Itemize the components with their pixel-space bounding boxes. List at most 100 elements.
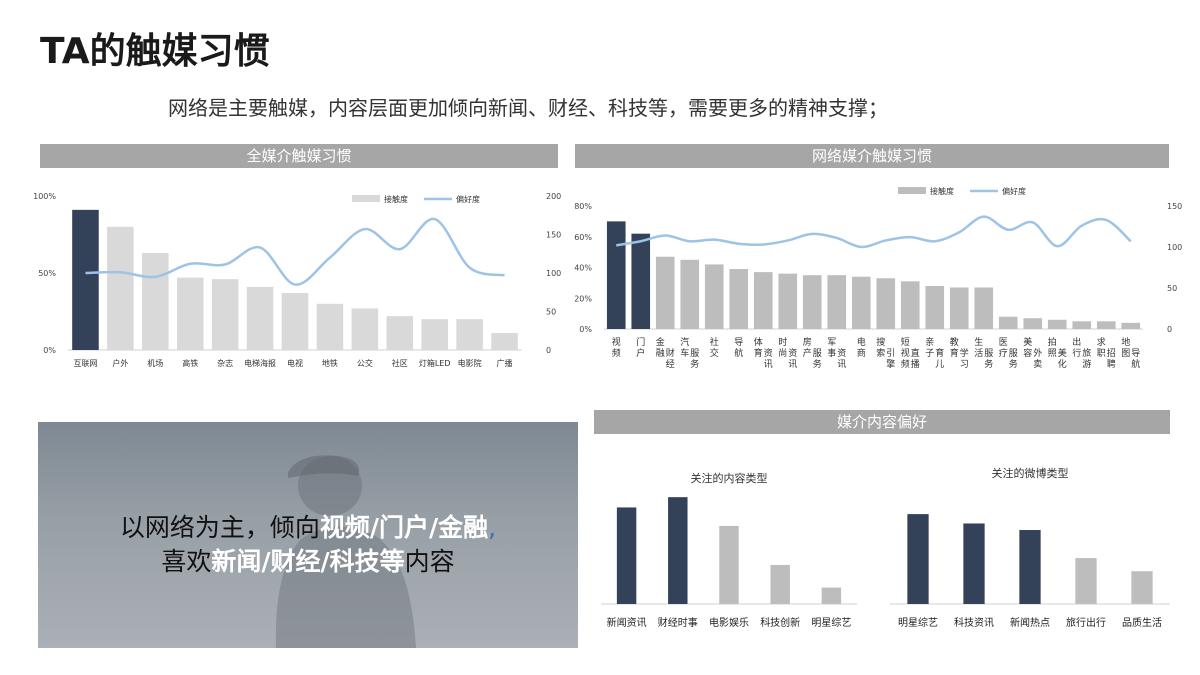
net-media-bar	[1023, 318, 1043, 329]
all-media-legend-bar-swatch	[352, 195, 380, 202]
net-media-category-label: 拍照美化	[1048, 336, 1067, 370]
net-media-category-label: 汽车服务	[680, 336, 699, 370]
net-media-bar	[1121, 322, 1141, 329]
net-media-bar	[1096, 321, 1116, 329]
all-media-left-tick: 0%	[43, 346, 56, 355]
content-type-title: 关注的内容类型	[691, 471, 768, 485]
all-media-bar	[176, 277, 204, 350]
weibo-type-bar	[1131, 571, 1153, 604]
net-media-bar	[1047, 319, 1067, 329]
net-media-bar	[1072, 321, 1092, 329]
weibo-type-bar	[907, 514, 929, 604]
net-media-bar	[949, 287, 969, 329]
net-media-bar	[827, 275, 847, 329]
net-media-left-tick: 20%	[574, 294, 592, 303]
all-media-bar	[386, 316, 414, 350]
weibo-type-category-label: 旅行出行	[1066, 616, 1106, 629]
net-media-bar	[851, 276, 871, 329]
all-media-right-tick: 50	[546, 308, 556, 317]
net-media-bar	[802, 275, 822, 329]
net-media-category-label: 社交	[710, 336, 719, 359]
all-media-right-tick: 150	[546, 231, 561, 240]
content-type-category-label: 科技创新	[760, 616, 800, 629]
all-media-category-label: 电影院	[458, 358, 482, 368]
net-media-right-tick: 150	[1167, 202, 1182, 211]
net-media-legend-bar-label: 接触度	[930, 186, 954, 196]
content-type-bar	[719, 525, 739, 604]
photo-text-1b: 视频/门户/金融	[319, 513, 489, 542]
photo-line-1: 以网络为主，倾向视频/门户/金融,	[38, 508, 578, 544]
net-media-legend-bar-swatch	[898, 187, 926, 194]
net-media-category-label: 军事资讯	[827, 337, 846, 370]
net-media-bar	[900, 281, 920, 329]
net-media-category-label: 求职招聘	[1097, 336, 1116, 370]
all-media-bar	[421, 319, 448, 350]
content-type-category-label: 新闻资讯	[607, 616, 647, 629]
page-title: TA的触媒习惯	[40, 31, 270, 72]
all-media-category-label: 机场	[147, 358, 163, 368]
net-media-legend-line-label: 偏好度	[1002, 186, 1026, 196]
net-media-category-label: 美容外卖	[1023, 336, 1042, 370]
all-media-category-label: 电梯海报	[244, 358, 276, 368]
all-media-legend-line-label: 偏好度	[456, 194, 480, 204]
all-media-bar	[142, 252, 169, 350]
all-media-bar	[211, 279, 239, 350]
net-media-bar	[729, 269, 749, 329]
weibo-type-category-label: 品质生活	[1122, 616, 1162, 629]
weibo-type-title: 关注的微博类型	[992, 466, 1069, 480]
content-type-bar	[616, 507, 637, 604]
all-media-bar	[72, 209, 99, 350]
net-media-bar	[753, 272, 773, 329]
content-type-category-label: 明星综艺	[811, 616, 851, 629]
net-media-bar	[998, 316, 1018, 329]
band-content-pref: 媒介内容偏好	[594, 410, 1170, 434]
all-media-category-label: 高铁	[182, 358, 198, 368]
weibo-type-category-label: 科技资讯	[954, 616, 994, 629]
net-media-category-label: 门户	[636, 336, 645, 359]
weibo-type-bar	[1075, 558, 1097, 604]
net-media-category-label: 搜索引擎	[876, 336, 895, 370]
net-media-category-label: 亲子育儿	[925, 336, 944, 370]
all-media-category-label: 公交	[357, 358, 373, 368]
net-media-category-label: 视频	[612, 336, 621, 359]
photo-text-1c: ,	[488, 513, 497, 542]
weibo-type-bar	[963, 523, 985, 604]
all-media-category-label: 广播	[497, 358, 513, 368]
net-media-left-tick: 0%	[579, 325, 592, 334]
net-media-right-tick: 0	[1167, 325, 1172, 334]
band-net-media: 网络媒介触媒习惯	[575, 144, 1169, 168]
all-media-legend-bar-label: 接触度	[384, 194, 408, 204]
net-media-bar	[606, 221, 626, 329]
weibo-type-bar	[1019, 530, 1041, 604]
net-media-category-label: 导航	[734, 337, 743, 359]
net-media-preference-line	[616, 215, 1132, 249]
content-type-bar	[668, 497, 688, 604]
band-all-media: 全媒介触媒习惯	[40, 144, 558, 168]
net-media-category-label: 短视频直播	[901, 336, 920, 370]
net-media-right-tick: 100	[1167, 243, 1182, 252]
all-media-right-tick: 0	[546, 346, 551, 355]
all-media-category-label: 社区	[392, 358, 408, 368]
net-media-bar	[974, 287, 994, 329]
all-media-category-label: 电视	[287, 358, 303, 368]
net-media-bar	[876, 278, 896, 329]
net-media-category-label: 出行旅游	[1072, 336, 1091, 370]
photo-line-2: 喜欢新闻/财经/科技等内容	[38, 542, 578, 578]
page-subtitle: 网络是主要触媒，内容层面更加倾向新闻、财经、科技等，需要更多的精神支撑；	[168, 96, 888, 120]
net-media-category-label: 教育学习	[950, 336, 969, 370]
net-media-left-tick: 80%	[574, 202, 592, 211]
content-type-bar	[770, 564, 790, 604]
net-media-category-label: 体育资讯	[754, 336, 773, 370]
net-media-bar	[778, 273, 798, 329]
all-media-category-label: 互联网	[73, 359, 97, 368]
net-media-right-tick: 50	[1167, 284, 1177, 293]
photo-text-1a: 以网络为主，倾向	[119, 513, 320, 542]
all-media-bar	[491, 333, 518, 350]
all-media-left-tick: 50%	[38, 269, 56, 278]
all-media-bar	[316, 303, 344, 350]
all-media-bar	[456, 319, 483, 350]
net-media-left-tick: 60%	[574, 233, 592, 242]
net-media-left-tick: 40%	[574, 264, 592, 273]
all-media-category-label: 户外	[112, 358, 128, 368]
all-media-category-label: 地铁	[322, 358, 338, 368]
